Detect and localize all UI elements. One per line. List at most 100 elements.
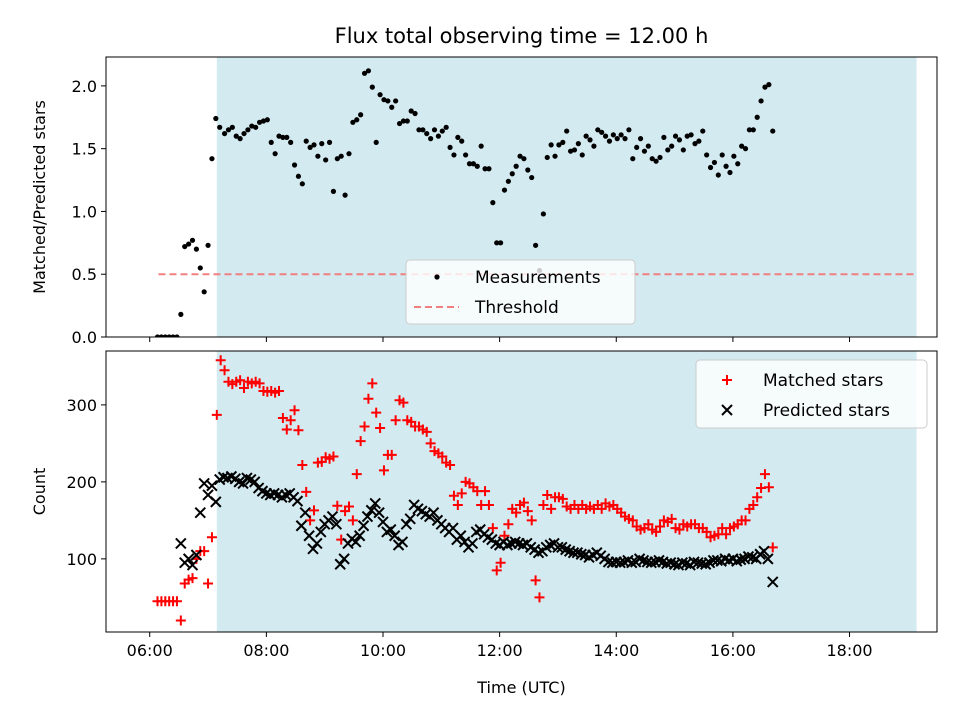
x-tick-label: 10:00 <box>360 641 406 660</box>
data-point <box>334 558 346 570</box>
data-point <box>487 523 498 534</box>
x-tick-label: 18:00 <box>826 641 872 660</box>
data-point <box>483 499 494 510</box>
data-point <box>174 334 180 337</box>
data-point <box>456 488 467 499</box>
data-point <box>323 157 329 163</box>
data-point <box>416 127 422 133</box>
data-point <box>767 576 779 588</box>
data-point <box>538 499 549 510</box>
data-point <box>412 110 418 117</box>
axes-frame-bottom <box>105 350 938 633</box>
data-point <box>245 127 251 133</box>
data-point <box>342 192 348 198</box>
data-point <box>641 148 648 154</box>
data-point <box>198 477 210 490</box>
data-point <box>655 521 665 532</box>
y-axis-label: Matched/Predicted stars <box>30 100 49 294</box>
data-point <box>237 136 243 142</box>
data-point <box>614 557 626 569</box>
data-point <box>474 163 480 169</box>
data-point <box>193 246 199 252</box>
data-point <box>311 142 317 148</box>
data-point <box>154 334 161 337</box>
data-point <box>669 143 675 149</box>
data-point <box>319 141 325 147</box>
data-point <box>307 144 313 151</box>
data-point <box>692 141 698 147</box>
data-point <box>178 311 184 317</box>
data-point <box>451 152 457 158</box>
data-point <box>643 519 654 530</box>
data-point <box>634 144 640 151</box>
data-point <box>170 334 176 337</box>
data-point <box>770 128 776 134</box>
data-point <box>311 537 323 550</box>
data-point <box>330 188 337 194</box>
data-point <box>579 152 585 158</box>
data-point <box>219 365 230 376</box>
data-point <box>517 153 523 159</box>
data-point <box>388 530 401 542</box>
data-point <box>328 451 339 462</box>
data-point <box>385 98 391 104</box>
data-point <box>281 424 292 435</box>
data-point <box>455 134 461 140</box>
data-point <box>284 134 290 140</box>
data-point <box>509 171 515 177</box>
x-tick-label: 14:00 <box>593 641 639 660</box>
data-point <box>404 118 410 124</box>
data-point <box>501 187 508 193</box>
y-tick-label: 200 <box>66 473 97 492</box>
data-point <box>363 393 374 404</box>
data-point <box>735 161 741 167</box>
data-point <box>254 378 265 389</box>
data-point <box>564 128 570 134</box>
data-point <box>373 506 385 519</box>
data-point <box>518 497 529 508</box>
x-axis-label: Time (UTC) <box>476 678 565 697</box>
data-point <box>213 115 219 122</box>
data-point <box>274 386 285 397</box>
y-tick-label: 1.0 <box>72 202 97 221</box>
data-point <box>353 530 366 542</box>
data-point <box>727 169 733 176</box>
data-point <box>182 243 188 250</box>
data-point <box>371 407 382 418</box>
data-point <box>534 592 545 603</box>
legend-box <box>695 359 928 429</box>
data-point <box>398 397 409 408</box>
data-point <box>742 550 755 563</box>
data-point <box>752 492 763 503</box>
data-point <box>237 477 249 490</box>
data-point <box>365 68 372 74</box>
data-point <box>478 143 484 149</box>
y-tick-label: 0.0 <box>72 328 97 347</box>
y-tick-label: 2.0 <box>72 77 97 96</box>
data-point <box>393 98 399 104</box>
data-point <box>182 553 195 565</box>
data-point <box>377 92 383 98</box>
data-point <box>466 161 473 167</box>
data-point <box>762 553 774 565</box>
data-point <box>187 573 198 584</box>
data-point <box>443 124 449 130</box>
data-point <box>758 98 764 104</box>
data-point <box>552 541 564 554</box>
data-point <box>649 156 655 162</box>
data-point <box>175 537 187 550</box>
data-point <box>241 130 247 137</box>
data-point <box>466 537 479 550</box>
y-tick-label: 100 <box>66 550 97 569</box>
data-point <box>425 438 436 449</box>
data-point <box>470 161 476 167</box>
data-point <box>596 503 607 514</box>
data-point <box>301 486 312 497</box>
data-point <box>511 507 522 518</box>
data-point <box>653 158 659 164</box>
top-panel: 0.0 0.5 1.0 1.5 2.0 Matched/Predicted stars Me… <box>30 56 938 347</box>
data-point <box>739 143 745 149</box>
data-point <box>622 136 628 142</box>
data-point <box>490 200 496 206</box>
data-point <box>293 425 304 436</box>
